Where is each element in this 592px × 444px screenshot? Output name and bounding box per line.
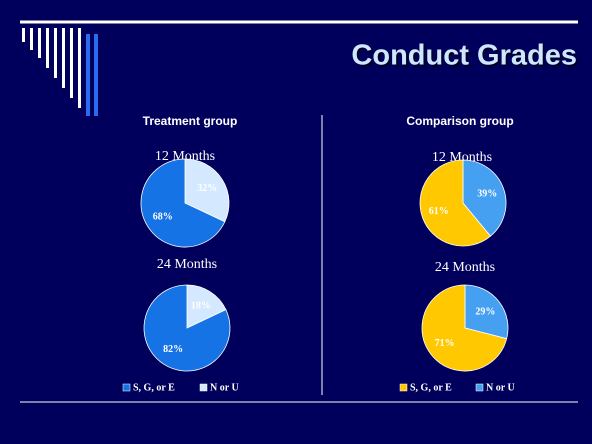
value-label: 68% (153, 211, 173, 222)
pie-title: 24 Months (435, 260, 495, 275)
pie-slice (421, 284, 508, 372)
pie-slice (143, 284, 231, 372)
legend-swatch (122, 383, 131, 392)
pie-slice (186, 284, 227, 329)
legend-swatch (475, 383, 484, 392)
group-heading: Treatment group (143, 114, 238, 128)
pie-title: 12 Months (155, 149, 215, 164)
legend-label: N or U (486, 382, 515, 393)
value-label: 71% (435, 338, 455, 349)
group-heading: Comparison group (406, 114, 513, 128)
pie-title: 12 Months (432, 150, 492, 165)
legend-label: S, G, or E (410, 382, 452, 393)
value-label: 82% (163, 344, 183, 355)
value-label: 29% (475, 306, 495, 317)
value-label: 18% (191, 301, 211, 312)
title-shadow: Conduct Grades (353, 42, 579, 74)
value-label: 32% (197, 183, 217, 194)
stripes (22, 28, 98, 116)
slide-title: Conduct Grades (351, 40, 577, 72)
pie-title: 24 Months (157, 257, 217, 272)
pie-slice (184, 158, 230, 223)
value-label: 39% (477, 189, 497, 200)
legend-label: S, G, or E (133, 382, 175, 393)
pie-slice (464, 284, 509, 340)
pie-slice (140, 158, 226, 248)
pie-slice (419, 159, 491, 247)
value-label: 61% (429, 206, 449, 217)
pie-slice (462, 159, 507, 237)
legend-label: N or U (210, 382, 239, 393)
legend-swatch (199, 383, 208, 392)
legend-swatch (399, 383, 408, 392)
